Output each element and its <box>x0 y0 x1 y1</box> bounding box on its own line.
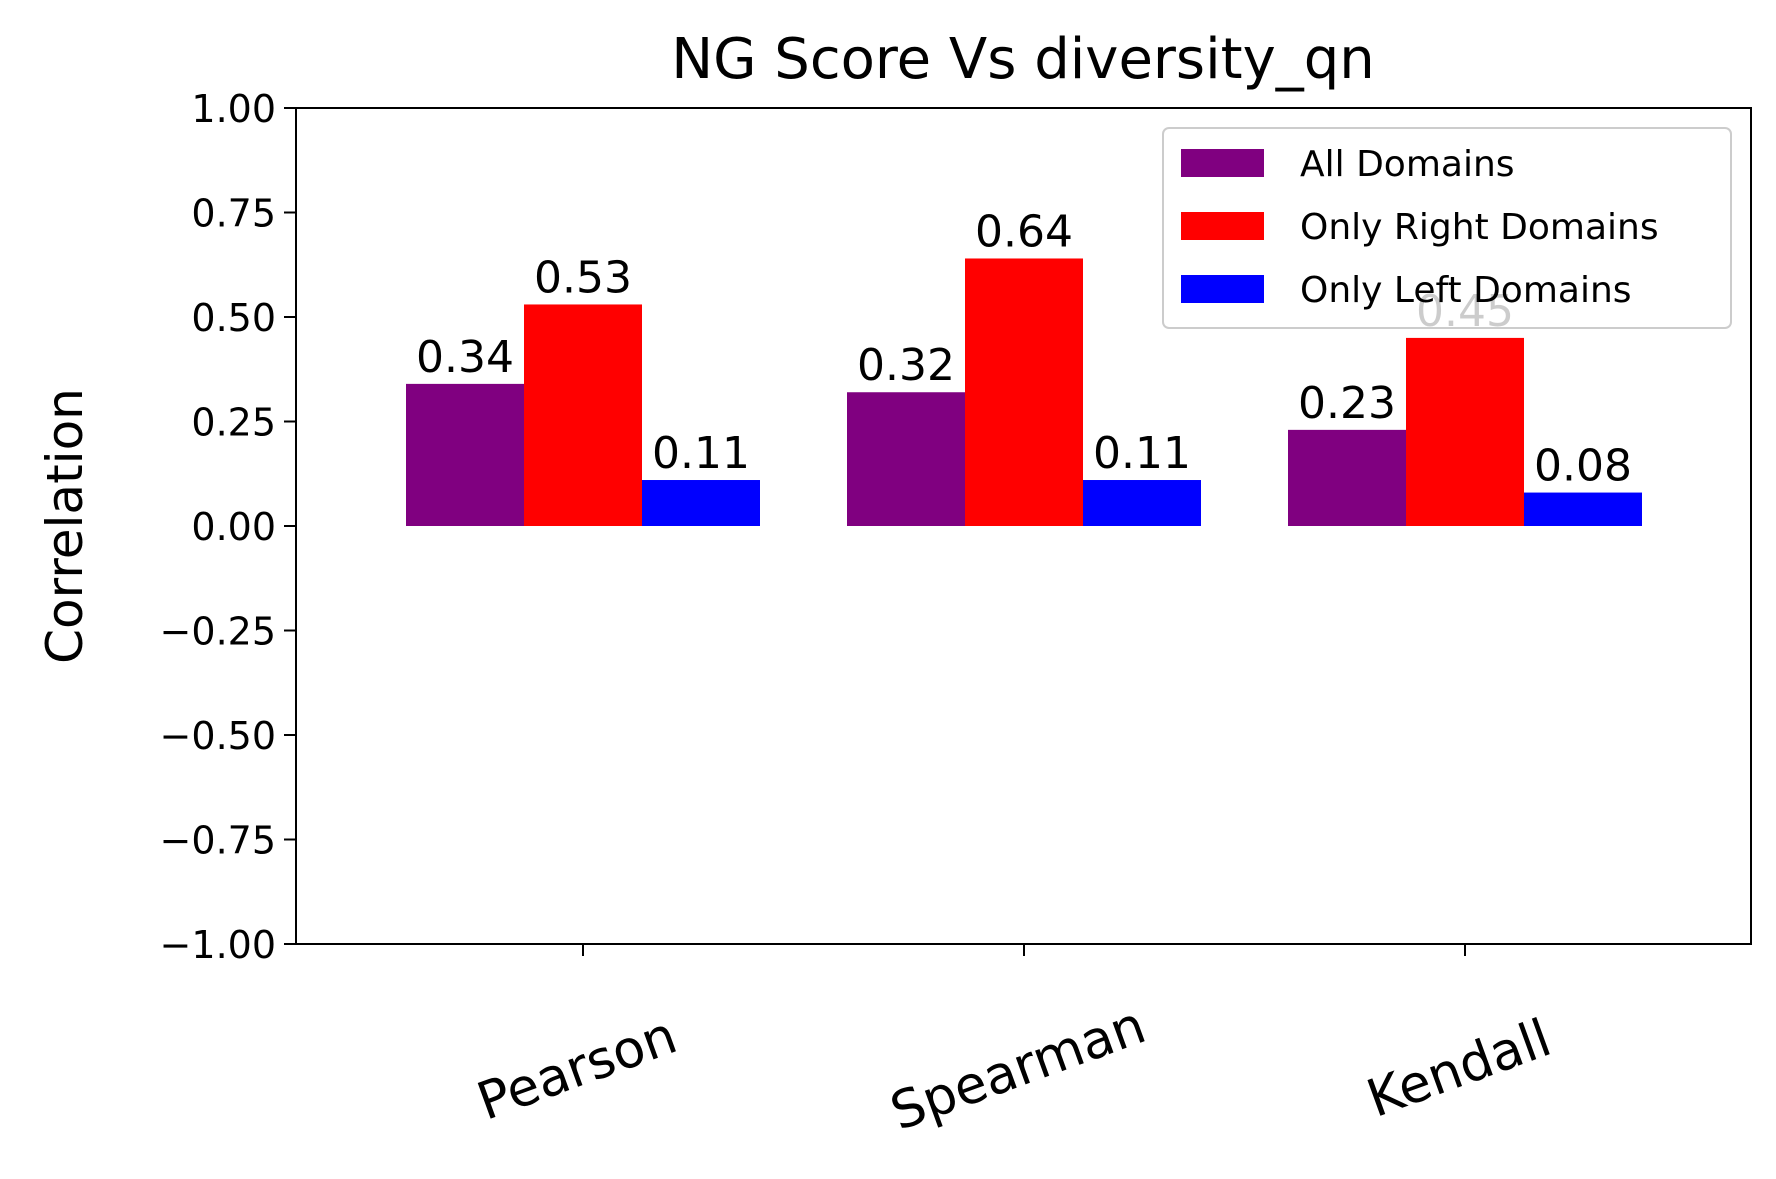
y-tick-label: 1.00 <box>191 87 276 131</box>
bar-value-label: 0.08 <box>1534 441 1632 492</box>
legend-swatch <box>1181 149 1264 177</box>
y-tick-label: −0.50 <box>160 714 276 758</box>
legend-swatch <box>1181 212 1264 240</box>
bar <box>965 258 1083 526</box>
y-tick-label: −0.25 <box>160 610 276 654</box>
bar <box>1083 480 1201 526</box>
y-tick-label: −0.75 <box>160 819 276 863</box>
legend-label: Only Right Domains <box>1300 207 1659 248</box>
legend-swatch <box>1181 275 1264 303</box>
y-tick-label: 0.00 <box>191 505 276 549</box>
bar <box>524 304 642 526</box>
bar-value-label: 0.23 <box>1298 378 1396 429</box>
legend-label: All Domains <box>1300 144 1515 185</box>
y-tick-label: 0.75 <box>191 192 276 236</box>
bar <box>1524 492 1642 526</box>
legend-box <box>1162 127 1732 329</box>
bar <box>406 383 524 526</box>
bar <box>847 392 965 526</box>
bar-value-label: 0.34 <box>416 332 514 383</box>
bar <box>1288 429 1406 526</box>
bar-value-label: 0.32 <box>857 340 955 391</box>
y-tick-label: −1.00 <box>160 923 276 967</box>
plot-area-frame <box>295 107 1752 945</box>
bar <box>642 480 760 526</box>
bars <box>406 258 1642 526</box>
y-tick-label: 0.25 <box>191 401 276 445</box>
bar-value-label: 0.11 <box>652 428 750 479</box>
bar-value-label: 0.11 <box>1093 428 1191 479</box>
bar-value-label: 0.53 <box>534 252 632 303</box>
y-axis: −1.00 −0.75 −0.50 −0.25 0.00 0.25 0.50 0.75 1.00 <box>160 87 296 967</box>
y-tick-label: 0.50 <box>191 296 276 340</box>
chart-title: NG Score Vs diversity_qn <box>671 27 1375 92</box>
y-axis-label: Correlation <box>36 388 94 664</box>
bar-value-label: 0.64 <box>975 206 1073 257</box>
bar <box>1406 337 1524 526</box>
legend: All Domains Only Right Domains Only Left D… <box>1162 127 1732 329</box>
legend-label: Only Left Domains <box>1300 270 1632 311</box>
